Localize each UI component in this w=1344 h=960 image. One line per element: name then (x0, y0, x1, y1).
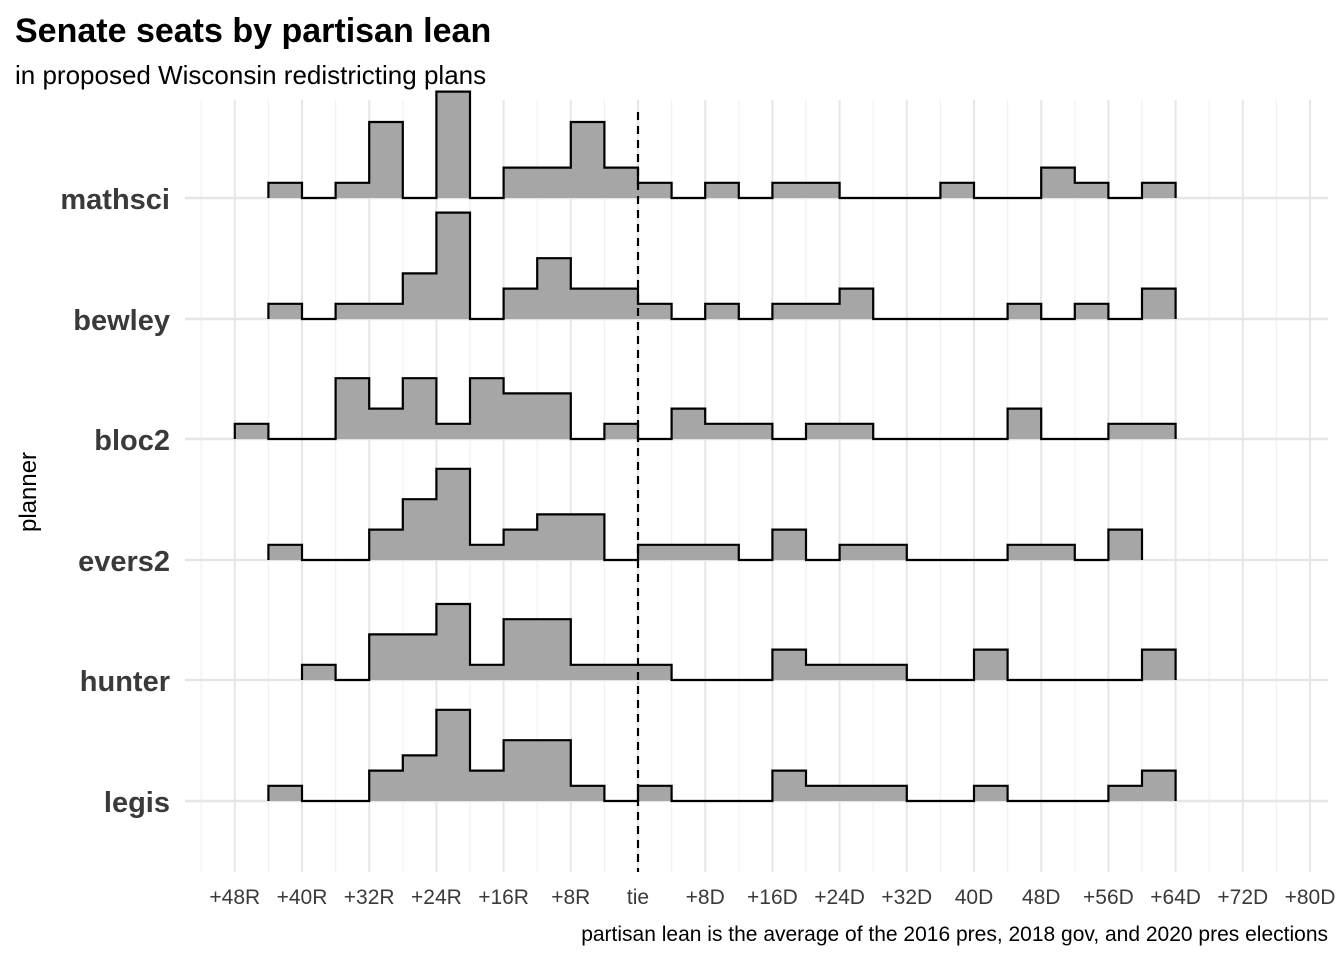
x-tick-label: +32D (881, 886, 932, 909)
ridge-area-legis (268, 709, 1176, 801)
ridge-area-evers2 (268, 468, 1142, 560)
ridge-outline-bloc2 (233, 377, 1177, 441)
y-tick-label-evers2: evers2 (78, 546, 170, 578)
y-tick-label-bewley: bewley (73, 305, 170, 337)
ridge-outline-legis (267, 708, 1177, 803)
y-axis-label: planner (15, 452, 42, 532)
y-tick-label-mathsci: mathsci (60, 184, 170, 216)
chart-title: Senate seats by partisan lean (15, 12, 491, 50)
ridge-outline-hunter (300, 602, 1177, 682)
ridge-outline-evers2 (267, 467, 1144, 562)
x-tick-label: +16D (747, 886, 798, 909)
ridge-area-hunter (302, 604, 1176, 680)
x-tick-label: +40R (277, 886, 328, 909)
x-tick-label: +48R (209, 886, 260, 909)
x-tick-label: +8R (551, 886, 590, 909)
x-tick-label: +24R (411, 886, 462, 909)
x-tick-label: +24D (814, 886, 865, 909)
ridge-layer (233, 90, 1177, 803)
x-tick-labels: +48R +40R +32R +24R +16R +8R tie +8D +16D +24D +32… (209, 886, 1335, 909)
x-tick-label: +32R (344, 886, 395, 909)
x-tick-label: +80D (1285, 886, 1336, 909)
x-tick-label: +16R (478, 886, 529, 909)
x-tick-label: tie (627, 886, 649, 909)
x-tick-label: +8D (686, 886, 725, 909)
x-tick-label: 40D (955, 886, 994, 909)
y-tick-label-hunter: hunter (80, 666, 170, 698)
ridge-area-bewley (268, 212, 1176, 319)
chart-subtitle: in proposed Wisconsin redistricting plan… (15, 60, 486, 90)
y-tick-label-legis: legis (104, 787, 170, 819)
ridge-area-mathsci (268, 91, 1176, 198)
y-tick-labels: mathsci bewley bloc2 evers2 hunter legis (60, 184, 170, 819)
x-tick-label: +64D (1150, 886, 1201, 909)
ridge-outline-mathsci (267, 90, 1177, 200)
y-tick-label-bloc2: bloc2 (94, 425, 170, 457)
x-tick-label: +56D (1083, 886, 1134, 909)
x-tick-label: 48D (1022, 886, 1061, 909)
ridge-outline-bewley (267, 211, 1177, 321)
chart-caption: partisan lean is the average of the 2016… (581, 923, 1328, 946)
x-tick-label: +72D (1217, 886, 1268, 909)
grid-layer (185, 100, 1328, 872)
